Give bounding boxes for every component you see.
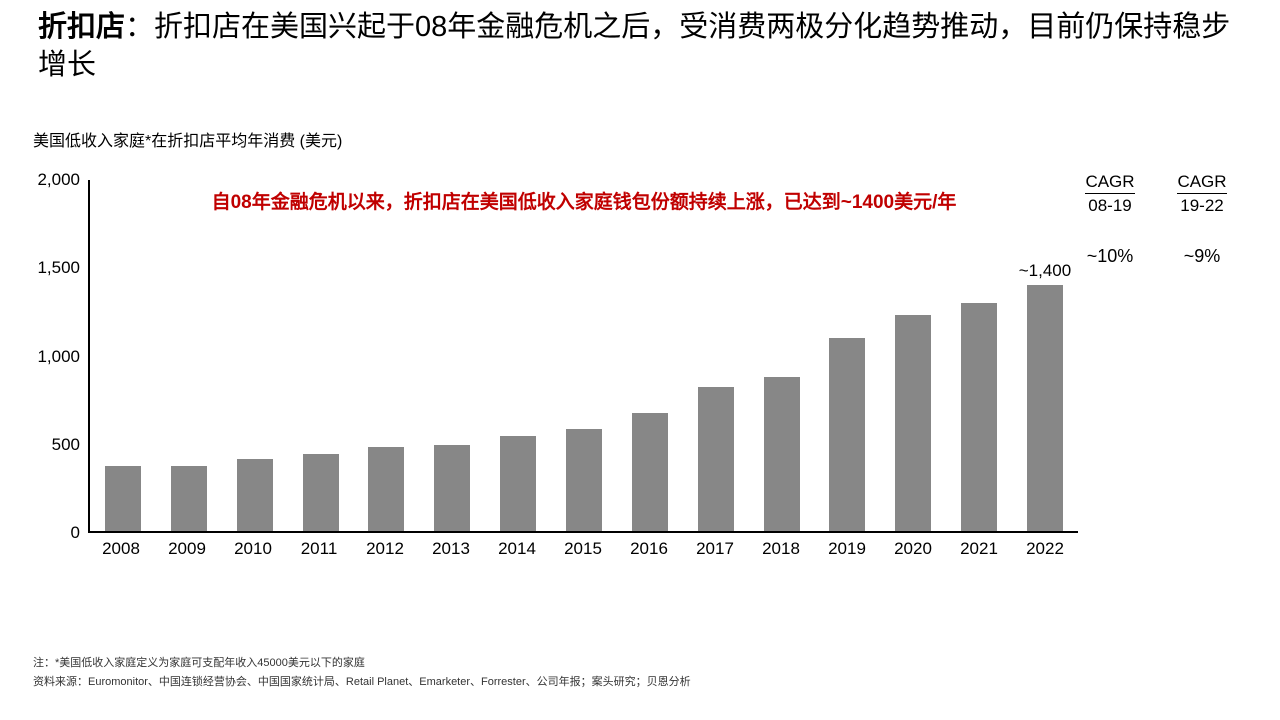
- x-axis-labels: 2008 2009 2010 2011 2012 2013 2014 2015 2016 2017…: [88, 539, 1078, 559]
- x-tick-label: 2020: [894, 539, 932, 558]
- chart-annotation: 自08年金融危机以来，折扣店在美国低收入家庭钱包份额持续上涨，已达到~1400美…: [211, 192, 957, 213]
- x-tick-label: 2013: [432, 539, 470, 558]
- bar-slot: [683, 180, 749, 531]
- bar-slot: [617, 180, 683, 531]
- chart-subtitle: 美国低收入家庭*在折扣店平均年消费 (美元): [33, 133, 343, 150]
- cagr-range: 08-19: [1088, 196, 1132, 215]
- bar-2017: [697, 387, 734, 531]
- bar-value-label: ~1,400: [1018, 261, 1072, 281]
- bar-2015: [565, 429, 602, 531]
- bar-slot: [222, 180, 288, 531]
- cagr-header: CAGR: [1177, 172, 1227, 194]
- cagr-column-08-19: CAGR 08-19 ~10%: [1078, 172, 1142, 267]
- bar-slot: [156, 180, 222, 531]
- bar-slot: ~1,400: [1012, 180, 1078, 531]
- y-tick-label: 1,500: [37, 258, 80, 278]
- footnote-definition: 注：*美国低收入家庭定义为家庭可支配年收入45000美元以下的家庭: [33, 657, 365, 669]
- page-title-separator: ：: [125, 11, 155, 43]
- y-tick-label: 2,000: [37, 170, 80, 189]
- cagr-value: ~10%: [1086, 246, 1134, 266]
- bar-slot: [880, 180, 946, 531]
- bar-2022: [1026, 285, 1063, 531]
- x-tick-label: 2016: [630, 539, 668, 558]
- bar-slot: [946, 180, 1012, 531]
- bar-2009: [170, 466, 207, 531]
- bar-2016: [631, 413, 668, 531]
- x-tick-label: 2017: [696, 539, 734, 558]
- x-tick-label: 2012: [366, 539, 404, 558]
- page-title-text: 折扣店在美国兴起于08年金融危机之后，受消费两极分化趋势推动，目前仍保持稳步增长: [38, 11, 1231, 82]
- bar-2013: [434, 445, 471, 531]
- bar-slot: [485, 180, 551, 531]
- y-tick-label: 500: [51, 434, 80, 454]
- x-tick-label: 2018: [762, 539, 800, 558]
- cagr-table: CAGR 08-19 ~10% CAGR 19-22 ~9%: [1078, 172, 1234, 267]
- cagr-range: 19-22: [1180, 196, 1224, 215]
- cagr-value: ~9%: [1183, 246, 1221, 266]
- bar-chart-plot-area: 自08年金融危机以来，折扣店在美国低收入家庭钱包份额持续上涨，已达到~1400美…: [88, 180, 1078, 533]
- bar-slot: [419, 180, 485, 531]
- x-tick-label: 2011: [300, 539, 338, 558]
- bar-2010: [236, 459, 273, 531]
- bar-slot: [353, 180, 419, 531]
- bar-2018: [763, 376, 800, 531]
- bars: ~1,400: [90, 180, 1078, 531]
- bar-2008: [104, 466, 141, 531]
- x-tick-label: 2021: [960, 539, 998, 558]
- footnotes: 注：*美国低收入家庭定义为家庭可支配年收入45000美元以下的家庭 资料来源：E…: [33, 654, 691, 693]
- bar-2014: [500, 436, 537, 531]
- x-tick-label: 2008: [102, 539, 140, 558]
- bar-slot: [551, 180, 617, 531]
- footnote-source: 资料来源：Euromonitor、中国连锁经营协会、中国国家统计局、Retail…: [33, 676, 691, 689]
- y-tick-label: 1,000: [37, 346, 80, 366]
- bar-2011: [302, 453, 339, 531]
- page-title-prefix: 折扣店: [38, 11, 126, 43]
- page-title: 折扣店：折扣店在美国兴起于08年金融危机之后，受消费两极分化趋势推动，目前仍保持…: [38, 8, 1256, 85]
- y-tick-label: 0: [70, 523, 80, 542]
- x-tick-label: 2022: [1026, 539, 1064, 558]
- cagr-column-19-22: CAGR 19-22 ~9%: [1170, 172, 1234, 267]
- bar-2019: [829, 337, 866, 531]
- bar-slot: [288, 180, 354, 531]
- bar-slot: [814, 180, 880, 531]
- cagr-header: CAGR: [1085, 172, 1135, 194]
- x-tick-label: 2019: [828, 539, 866, 558]
- bar-2020: [895, 315, 932, 531]
- x-tick-label: 2015: [564, 539, 602, 558]
- x-tick-label: 2010: [234, 539, 272, 558]
- x-tick-label: 2009: [168, 539, 206, 558]
- bar-2012: [368, 446, 405, 531]
- bar-slot: [90, 180, 156, 531]
- bar-2021: [961, 302, 998, 531]
- bar-slot: [749, 180, 815, 531]
- x-tick-label: 2014: [498, 539, 536, 558]
- y-axis-labels: 0 500 1,000 1,500 2,000: [0, 170, 80, 542]
